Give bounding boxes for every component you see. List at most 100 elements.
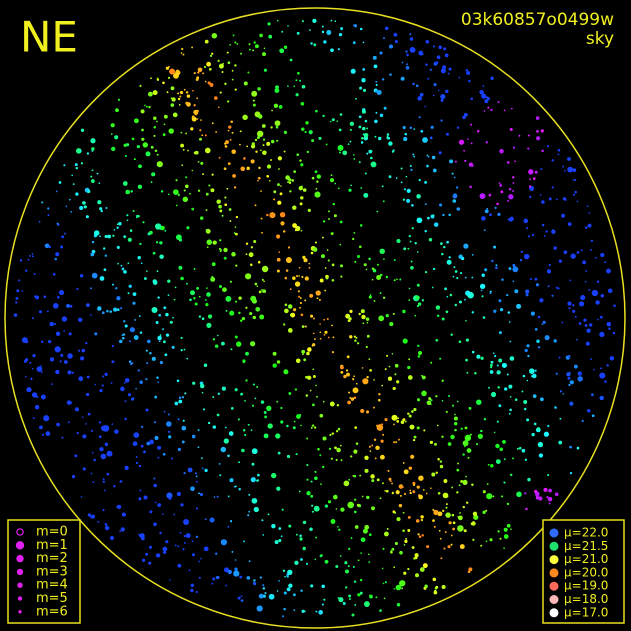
star (277, 183, 280, 186)
star (428, 397, 432, 401)
star (227, 100, 230, 103)
star (398, 438, 400, 441)
star (283, 369, 289, 375)
star (185, 533, 191, 539)
star (147, 91, 153, 97)
star (355, 382, 358, 385)
star (384, 581, 387, 584)
star (170, 103, 174, 107)
star (124, 324, 128, 328)
star (509, 408, 512, 412)
star (261, 289, 263, 291)
star (163, 306, 167, 310)
star (329, 433, 332, 437)
star (176, 491, 182, 497)
star (524, 458, 528, 461)
star (107, 234, 111, 239)
star (253, 579, 256, 582)
star (203, 546, 209, 552)
star (228, 431, 234, 436)
star (205, 299, 207, 301)
star (460, 480, 463, 483)
star (490, 391, 497, 398)
star (604, 261, 607, 264)
star (102, 478, 105, 481)
star (179, 95, 182, 98)
star (551, 186, 554, 189)
star (154, 395, 158, 399)
star (315, 384, 317, 387)
star (202, 72, 205, 75)
star (570, 253, 576, 259)
star (193, 72, 196, 75)
star (507, 311, 511, 314)
star (124, 154, 127, 158)
star (80, 162, 83, 165)
star (286, 424, 289, 428)
star (358, 115, 362, 119)
star (525, 507, 528, 511)
star (316, 180, 319, 183)
star (227, 525, 230, 528)
star (83, 205, 87, 209)
star (140, 109, 145, 114)
star (413, 155, 416, 158)
star (408, 234, 411, 238)
star (453, 421, 458, 426)
star (256, 285, 259, 288)
star (198, 492, 200, 495)
star (213, 496, 216, 498)
star (440, 119, 443, 122)
star (400, 76, 405, 81)
star (168, 128, 174, 134)
star (540, 397, 544, 402)
star (287, 328, 293, 333)
star (327, 336, 330, 339)
star (332, 202, 335, 206)
star (548, 263, 551, 267)
star (567, 166, 573, 173)
star (371, 444, 374, 447)
star (181, 47, 184, 51)
star (204, 518, 207, 521)
star (299, 297, 302, 299)
star (314, 476, 318, 481)
star (162, 340, 166, 344)
star (330, 519, 336, 524)
star (408, 414, 412, 418)
star (312, 375, 316, 378)
star (232, 174, 236, 178)
star (374, 135, 377, 138)
star (129, 327, 135, 333)
star (106, 472, 110, 476)
star (350, 455, 353, 458)
star (278, 539, 282, 542)
star (160, 190, 164, 193)
star (182, 196, 188, 202)
star (306, 351, 310, 356)
star (382, 482, 384, 485)
star (509, 356, 515, 361)
star (288, 178, 292, 182)
star (219, 209, 223, 213)
star (468, 406, 472, 410)
star (58, 181, 62, 184)
star (103, 268, 107, 272)
star (243, 540, 245, 543)
star (595, 300, 600, 305)
star (110, 133, 113, 135)
star (420, 518, 424, 522)
star (418, 351, 422, 355)
star (393, 259, 396, 262)
star (52, 273, 56, 276)
star (200, 161, 204, 165)
star (225, 584, 227, 587)
star (306, 463, 309, 467)
star (308, 262, 311, 265)
star (235, 232, 238, 236)
star (146, 441, 151, 446)
star (238, 311, 241, 315)
star (556, 198, 558, 201)
star (499, 184, 503, 187)
